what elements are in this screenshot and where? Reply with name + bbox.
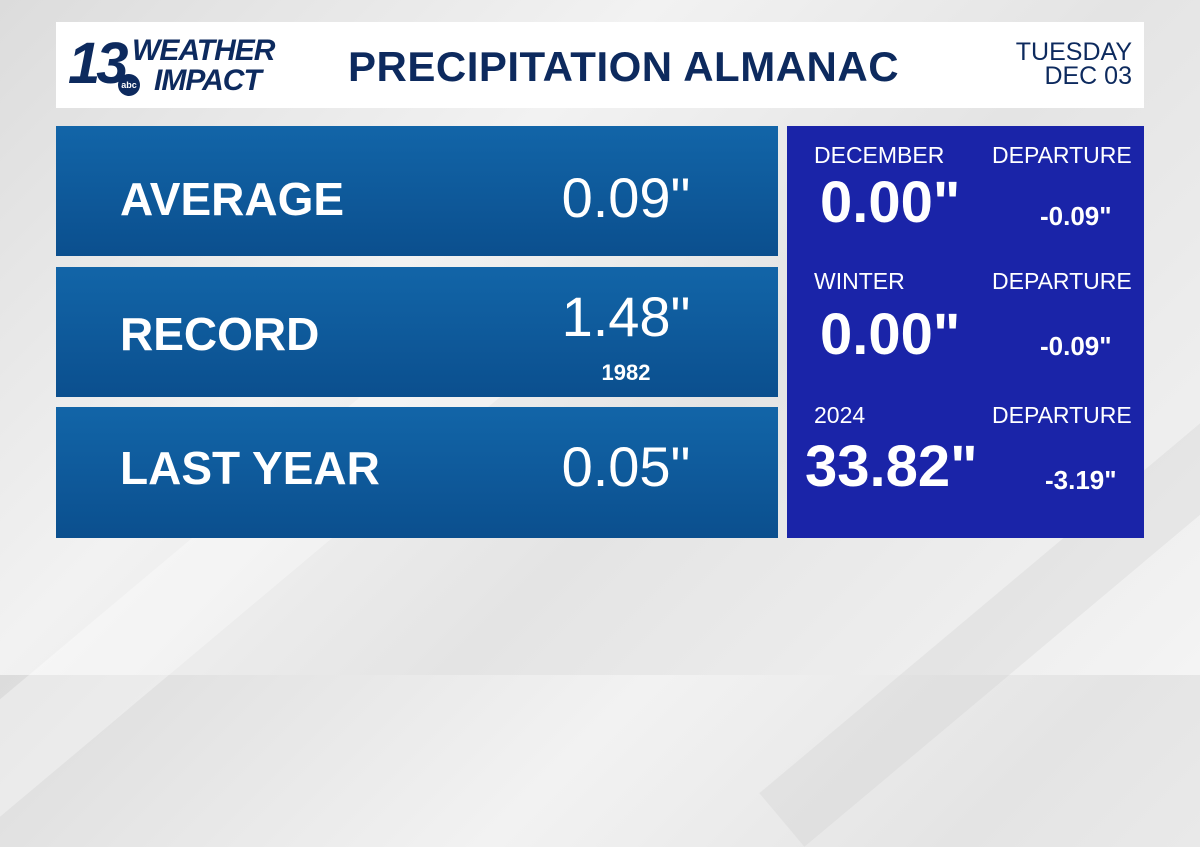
record-row: RECORD 1.48" 1982	[56, 267, 778, 397]
winter-departure-label: DEPARTURE	[992, 268, 1132, 294]
header-bar: 13 abc WEATHER IMPACT PRECIPITATION ALMA…	[56, 22, 1144, 108]
page-title: PRECIPITATION ALMANAC	[348, 43, 900, 90]
average-row: AVERAGE 0.09"	[56, 126, 778, 256]
date-label: DEC 03	[1044, 62, 1132, 90]
year-departure-label: DEPARTURE	[992, 402, 1132, 428]
logo-weather-text: WEATHER	[132, 34, 275, 67]
winter-total: 0.00"	[820, 302, 961, 367]
december-departure-label: DEPARTURE	[992, 142, 1132, 168]
winter-departure: -0.09"	[1040, 331, 1112, 361]
year-label: 2024	[814, 402, 866, 428]
last-year-label: LAST YEAR	[120, 442, 380, 494]
last-year-value: 0.05"	[561, 435, 691, 498]
day-label: TUESDAY	[1015, 38, 1132, 66]
average-value: 0.09"	[561, 166, 691, 229]
winter-label: WINTER	[814, 268, 905, 294]
station-logo: 13 abc WEATHER IMPACT	[68, 32, 308, 102]
december-departure: -0.09"	[1040, 201, 1112, 231]
december-total: 0.00"	[820, 170, 961, 235]
logo-number: 13	[68, 31, 128, 96]
december-label: DECEMBER	[814, 142, 945, 168]
record-value: 1.48"	[561, 285, 691, 348]
last-year-row: LAST YEAR 0.05"	[56, 407, 778, 538]
year-departure: -3.19"	[1045, 465, 1117, 495]
average-label: AVERAGE	[120, 173, 345, 225]
year-total: 33.82"	[805, 434, 978, 499]
date-block: TUESDAY DEC 03	[1015, 38, 1132, 90]
totals-panel: DECEMBER DEPARTURE 0.00" -0.09" WINTER D…	[787, 126, 1144, 538]
logo-impact-text: IMPACT	[154, 64, 262, 97]
abc-logo-icon: abc	[118, 74, 140, 96]
record-year: 1982	[601, 360, 651, 385]
record-label: RECORD	[120, 308, 320, 360]
